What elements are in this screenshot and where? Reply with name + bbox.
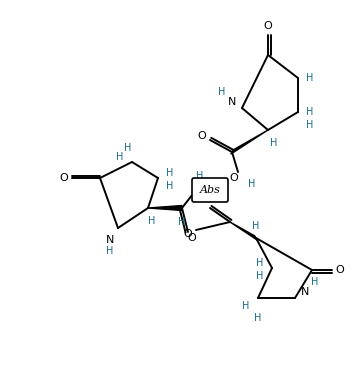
Text: H: H [254,313,262,323]
Text: O: O [264,21,272,31]
Text: H: H [166,181,174,191]
Polygon shape [230,222,257,240]
Text: H: H [256,271,264,281]
Text: H: H [256,258,264,268]
Text: N: N [228,97,236,107]
Text: H: H [311,277,319,287]
Text: H: H [218,87,226,97]
Text: H: H [196,171,204,181]
Text: Abs: Abs [200,185,220,195]
Text: O: O [184,229,192,239]
FancyBboxPatch shape [192,178,228,202]
Text: H: H [306,73,314,83]
Text: O: O [204,194,212,204]
Text: H: H [178,217,186,227]
Text: O: O [230,173,238,183]
Text: H: H [252,221,260,231]
Text: O: O [60,173,69,183]
Polygon shape [231,130,268,154]
Text: H: H [248,179,256,189]
Text: O: O [335,265,344,275]
Text: H: H [242,301,250,311]
Text: O: O [200,181,208,191]
Text: H: H [116,152,124,162]
Text: H: H [106,246,114,256]
Text: N: N [301,287,309,297]
Text: O: O [198,131,206,141]
Text: H: H [166,168,174,178]
Text: O: O [188,233,196,243]
Text: H: H [124,143,132,153]
Text: N: N [106,235,114,245]
Text: H: H [306,107,314,117]
Text: H: H [148,216,156,226]
Text: H: H [270,138,278,148]
Polygon shape [148,205,182,210]
Text: H: H [306,120,314,130]
